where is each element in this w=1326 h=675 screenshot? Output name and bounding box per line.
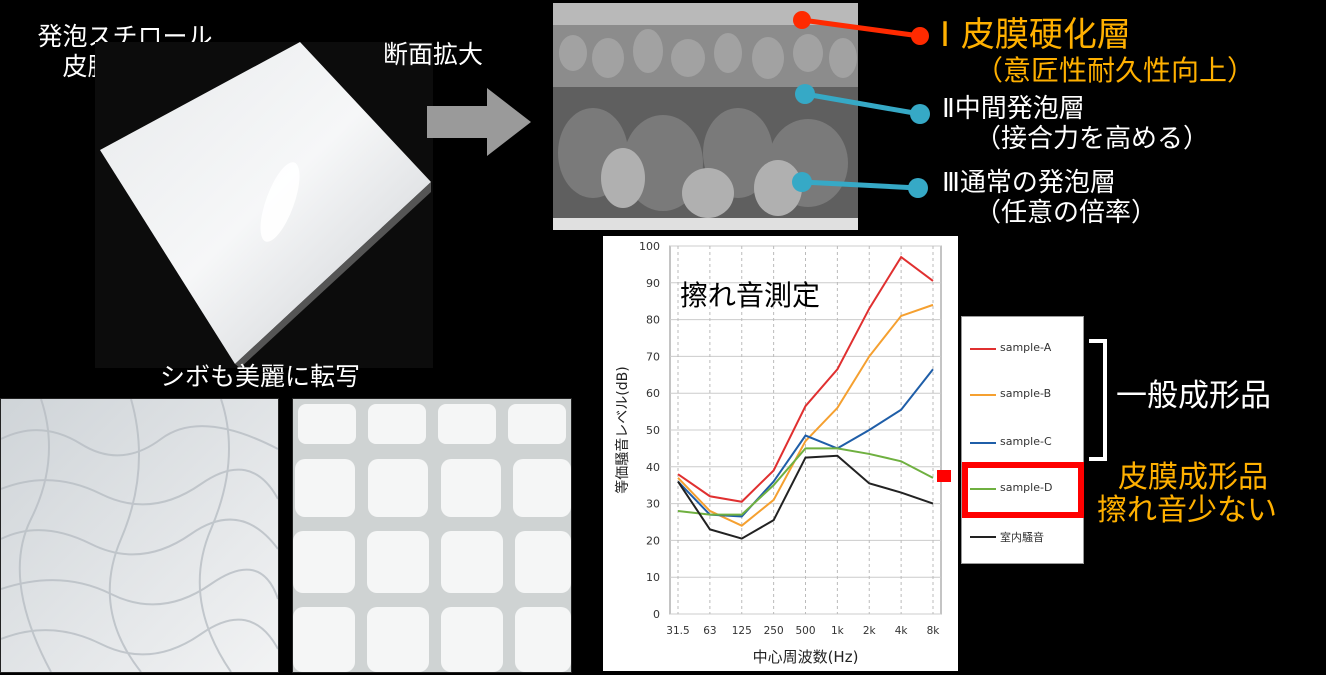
shibo-caption: シボも美麗に転写 [160,362,361,391]
x-tick-label: 8k [927,625,941,637]
highlight-marker [937,470,951,482]
y-tick-label: 40 [646,461,660,474]
grid-texture-photo [292,398,572,673]
line-chart: 0 10 20 30 40 50 60 70 80 90 100 31.5 63 125 250 500 1k 2… [614,240,942,666]
foam-board-illustration [100,42,431,368]
legend-swatch [970,442,996,444]
y-tick-label: 70 [646,350,660,363]
layer-3-label: Ⅲ通常の発泡層 [942,168,1116,198]
legend-swatch [970,348,996,350]
layer-2-sub: （接合力を高める） [975,124,1210,154]
legend-item: sample-C [962,433,1083,453]
y-tick-label: 20 [646,534,660,547]
y-tick-label: 30 [646,498,660,511]
legend-label: sample-D [1000,481,1053,494]
legend-label: sample-B [1000,387,1052,400]
general-bracket [1089,339,1107,461]
series-line-4 [677,454,934,540]
y-tick-label: 60 [646,387,660,400]
chart-legend: sample-A sample-B sample-C sample-D 室内騒音 [961,316,1084,564]
y-tick-label: 100 [639,240,660,253]
x-tick-label: 250 [764,625,784,637]
legend-item: sample-D [962,479,1083,499]
y-tick-label: 80 [646,314,660,327]
chart-panel: 0 10 20 30 40 50 60 70 80 90 100 31.5 63 125 250 500 1k 2… [603,236,958,671]
general-label: 一般成形品 [1116,378,1271,414]
legend-item: sample-A [962,339,1083,359]
layer-1-label: Ⅰ 皮膜硬化層 [940,15,1131,55]
legend-swatch [970,488,996,490]
series-line-0 [677,255,934,503]
y-tick-label: 0 [653,608,660,621]
x-axis-label: 中心周波数(Hz) [753,648,859,666]
section-label: 断面拡大 [383,40,484,69]
legend-swatch [970,536,996,538]
product-photo [95,42,433,368]
layer-1-sub: （意匠性耐久性向上） [975,54,1256,87]
y-tick-label: 50 [646,424,660,437]
x-tick-label: 1k [831,625,845,637]
legend-swatch [970,394,996,396]
x-tick-label: 63 [703,625,716,637]
film-label-line2: 擦れ音少ない [1097,493,1277,528]
layer-3-sub: （任意の倍率） [975,198,1158,228]
highlight-box [962,462,1084,518]
series-line-3 [677,447,934,516]
layer-callouts [792,11,930,198]
y-axis-label: 等価騒音レベル(dB) [614,366,631,493]
legend-label: sample-C [1000,435,1052,448]
chart-title: 擦れ音測定 [680,279,821,312]
legend-label: sample-A [1000,341,1052,354]
x-tick-label: 125 [732,625,752,637]
layer-2-label: Ⅱ中間発泡層 [942,94,1085,124]
cross-section-photo [553,3,858,230]
film-label-line1: 皮膜成形品 [1118,460,1268,495]
x-tick-label: 500 [795,625,815,637]
leather-texture-photo [0,398,279,673]
y-tick-label: 90 [646,277,660,290]
legend-item: sample-B [962,385,1083,405]
legend-item: 室内騒音 [962,527,1083,547]
x-tick-label: 4k [895,625,909,637]
x-tick-label: 2k [863,625,877,637]
arrow-right-icon [425,86,535,162]
y-tick-label: 10 [646,571,660,584]
x-tick-label: 31.5 [666,625,689,637]
legend-label: 室内騒音 [1000,531,1044,544]
